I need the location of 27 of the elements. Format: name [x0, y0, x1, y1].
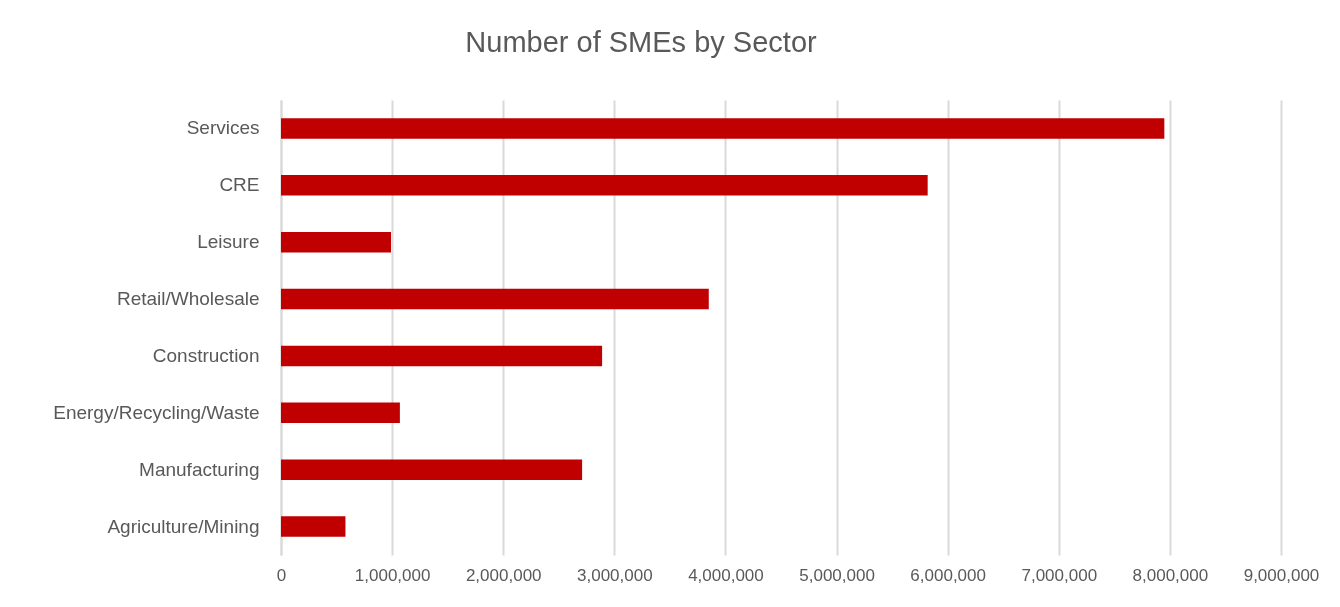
y-tick-label: Construction	[152, 344, 260, 366]
y-tick-label: Manufacturing	[139, 458, 260, 480]
y-tick-label: Energy/Recycling/Waste	[53, 401, 260, 423]
chart-title: Number of SMEs by Sector	[465, 26, 818, 58]
bar	[281, 402, 400, 424]
x-tick-label: 9,000,000	[1243, 565, 1320, 585]
bar	[281, 231, 391, 253]
x-tick-label: 4,000,000	[688, 565, 764, 585]
x-tick-label: 6,000,000	[910, 565, 986, 585]
y-tick-label: Leisure	[197, 231, 260, 253]
bar	[281, 459, 583, 480]
bar	[281, 288, 709, 310]
x-tick-label: 8,000,000	[1132, 565, 1209, 585]
x-tick-label: 1,000,000	[354, 565, 431, 585]
y-tick-label: Services	[186, 117, 260, 139]
bar	[281, 118, 1165, 139]
x-tick-label: 3,000,000	[577, 565, 653, 585]
y-tick-label: Retail/Wholesale	[116, 288, 260, 310]
x-tick-label: 0	[276, 565, 287, 585]
x-tick-label: 5,000,000	[799, 565, 875, 585]
y-tick-label: CRE	[219, 174, 260, 196]
bar	[281, 345, 603, 367]
bar	[281, 516, 346, 537]
x-tick-label: 2,000,000	[465, 565, 542, 585]
x-tick-label: 7,000,000	[1021, 565, 1098, 585]
y-tick-label: Agriculture/Mining	[107, 515, 260, 537]
bar	[281, 175, 928, 196]
